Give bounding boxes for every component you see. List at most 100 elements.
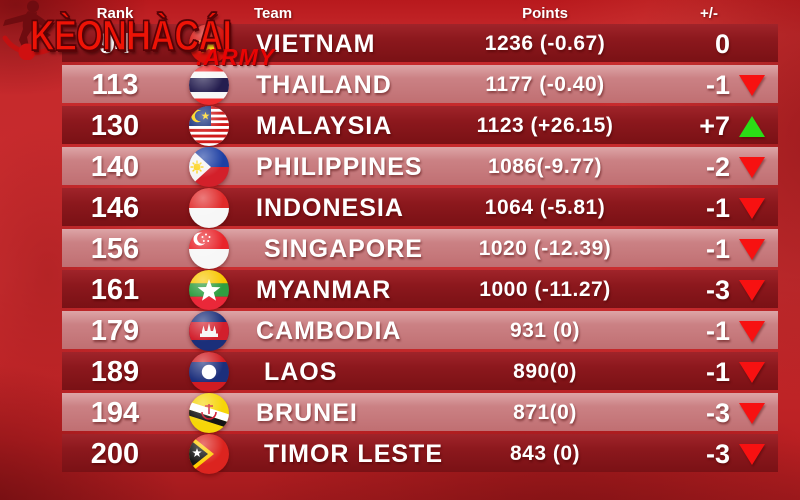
rank-change-cell: 0 [640,29,778,60]
team-name: SINGAPORE [256,234,423,263]
rank-change-value: -1 [705,356,730,387]
flag-cell [168,65,250,105]
header-points: Points [522,4,568,22]
team-name: BRUNEI [256,398,358,427]
table-row: 113 THAILAND 1177 (-0.40) -1 [62,65,778,105]
cambodia-flag-icon [189,311,229,351]
brunei-flag-icon [189,393,229,433]
team-name: TIMOR LESTE [256,439,443,468]
indonesia-flag-icon [189,188,229,228]
rank-change-arrow-icon [739,115,765,137]
flag-cell [168,147,250,187]
table-header: Rank Team Points +/- [62,3,778,23]
rank-change-cell: -1 [640,193,778,224]
rank-change-arrow-icon [739,156,765,178]
footballer-silhouette-icon [2,0,55,60]
points-value: 890(0) [513,360,577,383]
rank-value: 179 [90,314,140,347]
points-value: 1086(-9.77) [487,155,603,178]
flag-cell [168,434,250,474]
team-name: MYANMAR [256,275,392,304]
header-team: Team [254,4,293,22]
points-value: 843 (0) [509,442,581,465]
rank-change-value: -1 [705,69,730,100]
points-value: 1064 (-5.81) [484,196,606,219]
table-row: 189 LAOS 890(0) -1 [62,352,778,392]
rank-change-cell: +7 [640,111,778,142]
rank-change-value: 0 [714,28,730,59]
team-name: INDONESIA [256,193,404,222]
rank-value: 140 [90,150,140,183]
vietnam-flag-icon [189,24,229,64]
rank-value: 189 [90,355,140,388]
flag-cell [168,311,250,351]
rank-change-cell: -3 [640,275,778,306]
rank-value: 146 [90,191,140,224]
flag-cell [168,188,250,228]
rank-change-arrow-icon [739,238,765,260]
rank-change-cell: -1 [640,70,778,101]
philippines-flag-icon [189,147,229,187]
rank-change-value: -1 [705,233,730,264]
table-row: 161 MYANMAR 1000 (-11.27) -3 [62,270,778,310]
thailand-flag-icon [189,65,229,105]
points-value: 1000 (-11.27) [479,278,611,301]
rank-change-value: -1 [705,315,730,346]
rank-value: 94 [98,27,132,60]
rank-change-value: -2 [705,151,730,182]
table-row: 146 INDONESIA 1064 (-5.81) -1 [62,188,778,228]
singapore-flag-icon [189,229,229,269]
flag-cell [168,229,250,269]
table-row: 194 BRUNEI 871(0) -3 [62,393,778,433]
malaysia-flag-icon [189,106,229,146]
table-row: 140 PHILIPPINES 1086(-9.77) -2 [62,147,778,187]
rank-value: 194 [90,396,140,429]
team-name: PHILIPPINES [256,152,423,181]
rank-change-cell: -2 [640,152,778,183]
rank-change-cell: -1 [640,316,778,347]
team-name: LAOS [256,357,338,386]
points-value: 871(0) [513,401,577,424]
rank-change-arrow-icon [739,361,765,383]
rank-value: 156 [90,232,140,265]
rank-value: 200 [90,437,140,470]
rank-change-value: -3 [705,274,730,305]
rank-change-value: -3 [705,397,730,428]
rank-value: 130 [90,109,140,142]
points-value: 931 (0) [509,319,581,342]
flag-cell [168,393,250,433]
table-row: 94 VIETNAM 1236 (-0.67) 0 [62,24,778,64]
rank-change-arrow-icon [739,443,765,465]
header-change: +/- [700,4,718,22]
rank-change-cell: -3 [640,439,778,470]
rank-change-arrow-icon [739,320,765,342]
table-row: 200 TIMOR LESTE 843 (0) -3 [62,434,778,474]
rank-value: 161 [90,273,140,306]
rank-value: 113 [91,68,139,101]
team-name: THAILAND [256,70,392,99]
points-value: 1020 (-12.39) [478,237,612,260]
team-name: MALAYSIA [256,111,393,140]
points-value: 1177 (-0.40) [485,73,605,96]
rank-change-cell: -1 [640,357,778,388]
table-row: 130 MALAYSIA 1123 (+26.15) +7 [62,106,778,146]
team-name: CAMBODIA [256,316,402,345]
timor-leste-flag-icon [189,434,229,474]
myanmar-flag-icon [189,270,229,310]
ranking-rows: 94 VIETNAM 1236 (-0.67) 0 113 THAILAND 1… [62,24,778,475]
rank-change-cell: -3 [640,398,778,429]
rank-change-arrow-icon [739,197,765,219]
team-name: VIETNAM [256,29,376,58]
points-value: 1236 (-0.67) [484,32,606,55]
points-value: 1123 (+26.15) [476,114,614,137]
flag-cell [168,106,250,146]
rank-change-value: +7 [699,110,730,141]
rank-change-value: -1 [705,192,730,223]
flag-cell [168,24,250,64]
laos-flag-icon [189,352,229,392]
flag-cell [168,270,250,310]
rank-change-cell: -1 [640,234,778,265]
rank-change-arrow-icon [739,402,765,424]
rank-change-arrow-icon [739,74,765,96]
